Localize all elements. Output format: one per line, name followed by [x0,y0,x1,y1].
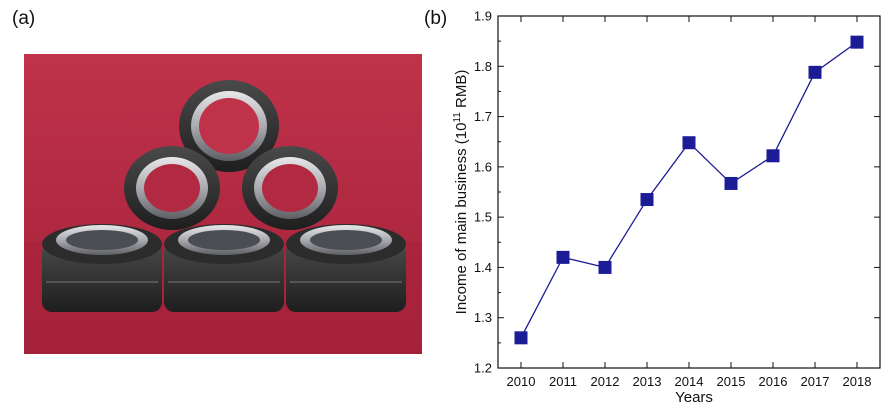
data-point-2015 [724,176,738,190]
bearing-top [179,80,279,172]
y-axis-title: Income of main business (1011 RMB) [452,70,470,315]
x-tick-label: 2016 [759,374,788,389]
plot-frame [497,15,881,369]
data-point-2010 [514,331,528,345]
x-tick-label: 2015 [717,374,746,389]
bearings-photo [24,54,422,354]
bearing-middle-left [124,146,220,230]
data-point-2011 [556,250,570,264]
data-point-2014 [682,136,696,150]
y-tick-label: 1.7 [474,109,492,124]
x-tick-label: 2010 [507,374,536,389]
y-tick-label: 1.6 [474,159,492,174]
panel-b-label: (b) [424,8,448,29]
panel-a-label: (a) [12,8,36,29]
data-point-2013 [640,193,654,207]
data-point-2016 [766,149,780,163]
bearing-bottom-center [164,224,284,312]
income-line-chart: 1.2 1.3 1.4 1.5 1.6 1.7 1.8 1.9 2010 2011 2012 2013… [452,9,881,406]
x-tick-label: 2014 [675,374,704,389]
x-tick-label: 2013 [633,374,662,389]
x-tick-label: 2018 [843,374,872,389]
bearing-bottom-left [42,224,162,312]
y-tick-label: 1.3 [474,310,492,325]
y-tick-label: 1.5 [474,210,492,225]
y-tick-label: 1.8 [474,59,492,74]
x-tick-label: 2017 [801,374,830,389]
x-tick-label: 2011 [549,374,577,389]
data-point-2017 [808,65,822,79]
x-tick-label: 2012 [591,374,620,389]
data-point-2012 [598,260,612,274]
data-point-2018 [850,35,864,49]
y-tick-label: 1.4 [474,260,492,275]
series-line [520,41,858,339]
x-axis-title: Years [675,389,713,406]
bearing-bottom-right [286,224,406,312]
axes [497,15,881,369]
bearing-middle-right [242,146,338,230]
series [514,35,864,345]
axis-ticks: 1.2 1.3 1.4 1.5 1.6 1.7 1.8 1.9 2010 2011 2012 2013… [474,9,880,389]
y-tick-label: 1.2 [474,361,492,376]
y-tick-label: 1.9 [474,9,492,24]
